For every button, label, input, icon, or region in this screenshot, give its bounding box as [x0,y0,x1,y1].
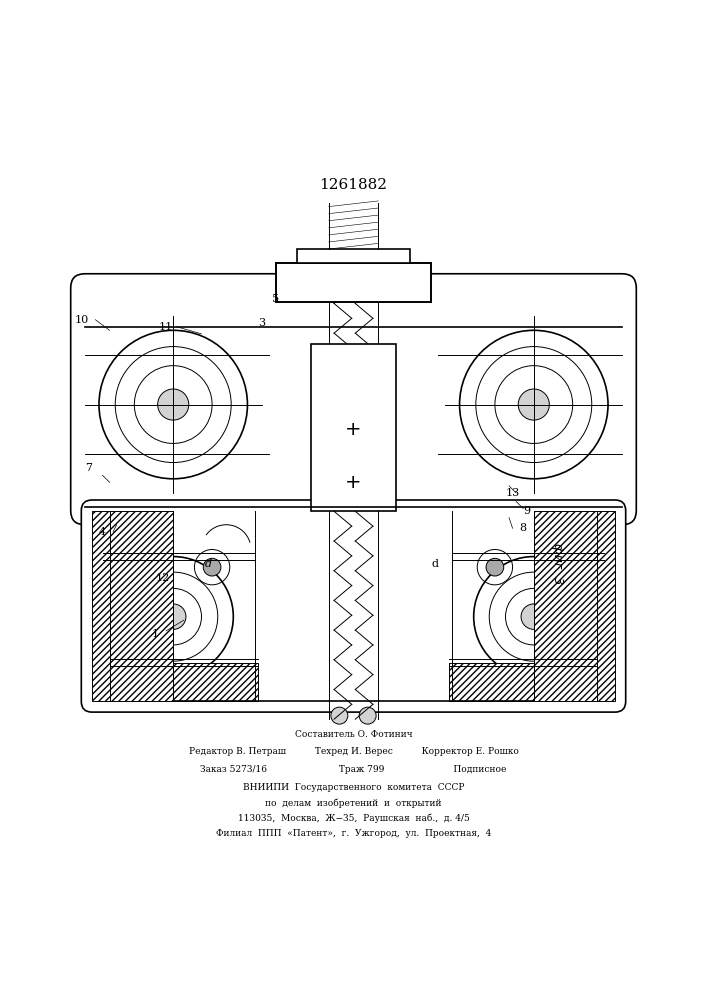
Bar [534,511,615,701]
Text: 5: 5 [272,294,279,304]
Text: +: + [345,420,362,439]
Text: d: d [205,559,212,569]
Text: d: d [431,559,438,569]
Text: по  делам  изобретений  и  открытий: по делам изобретений и открытий [265,798,442,808]
Bar [92,511,173,701]
Text: Филиал  ППП  «Патент»,  г.  Ужгород,  ул.  Проектная,  4: Филиал ППП «Патент», г. Ужгород, ул. Про… [216,829,491,838]
Circle shape [486,558,503,576]
Text: Редактор В. Петраш          Техред И. Верес          Корректор Е. Рошко: Редактор В. Петраш Техред И. Верес Корре… [189,747,518,756]
Bar [449,663,534,701]
Text: 1: 1 [152,629,159,639]
Text: 4: 4 [99,527,106,537]
Bar [297,249,410,263]
FancyBboxPatch shape [71,274,636,525]
Text: 13: 13 [506,488,520,498]
FancyBboxPatch shape [81,500,626,712]
Text: 3: 3 [258,318,265,328]
Text: 113035,  Москва,  Ж−35,  Раушская  наб.,  д. 4/5: 113035, Москва, Ж−35, Раушская наб., д. … [238,814,469,823]
Circle shape [160,604,186,629]
Bar [311,344,396,511]
Circle shape [518,389,549,420]
Circle shape [521,604,547,629]
Text: Составитель О. Фотинич: Составитель О. Фотинич [295,730,412,739]
Text: 1261882: 1261882 [320,178,387,192]
Bar [173,663,258,701]
Text: ВНИИПИ  Государственного  комитета  СССР: ВНИИПИ Государственного комитета СССР [243,783,464,792]
Circle shape [158,389,189,420]
Text: 9: 9 [523,506,530,516]
Circle shape [359,707,376,724]
Circle shape [331,707,348,724]
Text: Заказ 5273/16                         Траж 799                        Подписное: Заказ 5273/16 Траж 799 Подписное [200,765,507,774]
Text: +: + [345,473,362,492]
Text: 8: 8 [520,523,527,533]
Text: 11: 11 [159,322,173,332]
Bar [276,263,431,302]
Text: 12: 12 [156,573,170,583]
Text: 10: 10 [74,315,88,325]
Text: фиг. 3: фиг. 3 [551,543,564,584]
Circle shape [203,558,221,576]
Text: 7: 7 [85,463,92,473]
